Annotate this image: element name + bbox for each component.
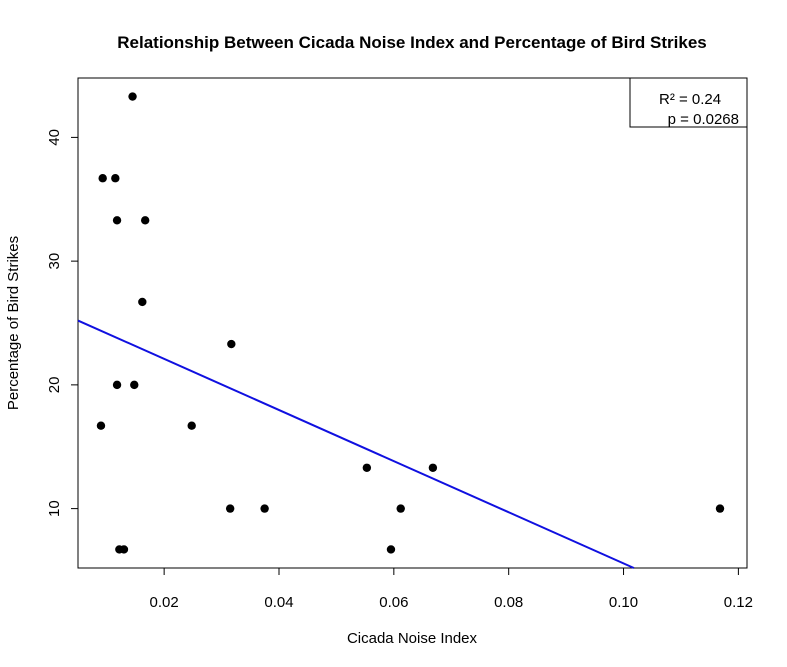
chart-title: Relationship Between Cicada Noise Index … (117, 33, 707, 52)
data-point (386, 545, 396, 554)
legend-r-squared: R² = 0.24 (659, 91, 721, 108)
x-tick-label: 0.08 (494, 594, 523, 611)
data-point (130, 380, 139, 390)
data-point (225, 504, 235, 513)
data-point (119, 545, 129, 554)
y-tick-label: 10 (46, 500, 63, 517)
data-point (227, 339, 236, 349)
x-tick-label: 0.02 (150, 594, 179, 611)
data-point (96, 421, 106, 430)
data-point (187, 421, 196, 430)
data-point (111, 174, 120, 183)
points-layer (96, 92, 725, 554)
plot-area-frame (77, 77, 748, 569)
x-tick-label: 0.04 (264, 594, 293, 611)
y-tick-label: 20 (46, 377, 63, 394)
y-tick-label: 30 (46, 253, 63, 270)
data-point (138, 297, 147, 307)
x-axis: 0.02 0.04 0.06 0.08 0.10 0.12 (150, 568, 753, 611)
data-point (428, 463, 438, 472)
data-point (362, 463, 372, 472)
data-point (112, 380, 122, 390)
y-tick-label: 40 (46, 129, 63, 146)
x-tick-label: 0.12 (724, 594, 753, 611)
data-point (98, 174, 107, 183)
y-axis-label: Percentage of Bird Strikes (5, 236, 22, 410)
x-tick-label: 0.10 (609, 594, 638, 611)
x-tick-label: 0.06 (379, 594, 408, 611)
data-point (128, 92, 137, 101)
regression-layer (77, 319, 635, 569)
legend-box (629, 77, 748, 128)
y-axis: 10 20 30 40 (46, 129, 78, 517)
x-axis-label: Cicada Noise Index (347, 630, 478, 647)
legend-p-value: p = 0.0268 (668, 111, 739, 128)
data-point (140, 216, 150, 225)
data-point (112, 216, 122, 225)
data-point (715, 504, 725, 513)
regression-line (77, 319, 635, 569)
data-point (396, 504, 405, 513)
legend: R² = 0.24 p = 0.0268 (629, 77, 748, 128)
data-point (260, 504, 269, 513)
